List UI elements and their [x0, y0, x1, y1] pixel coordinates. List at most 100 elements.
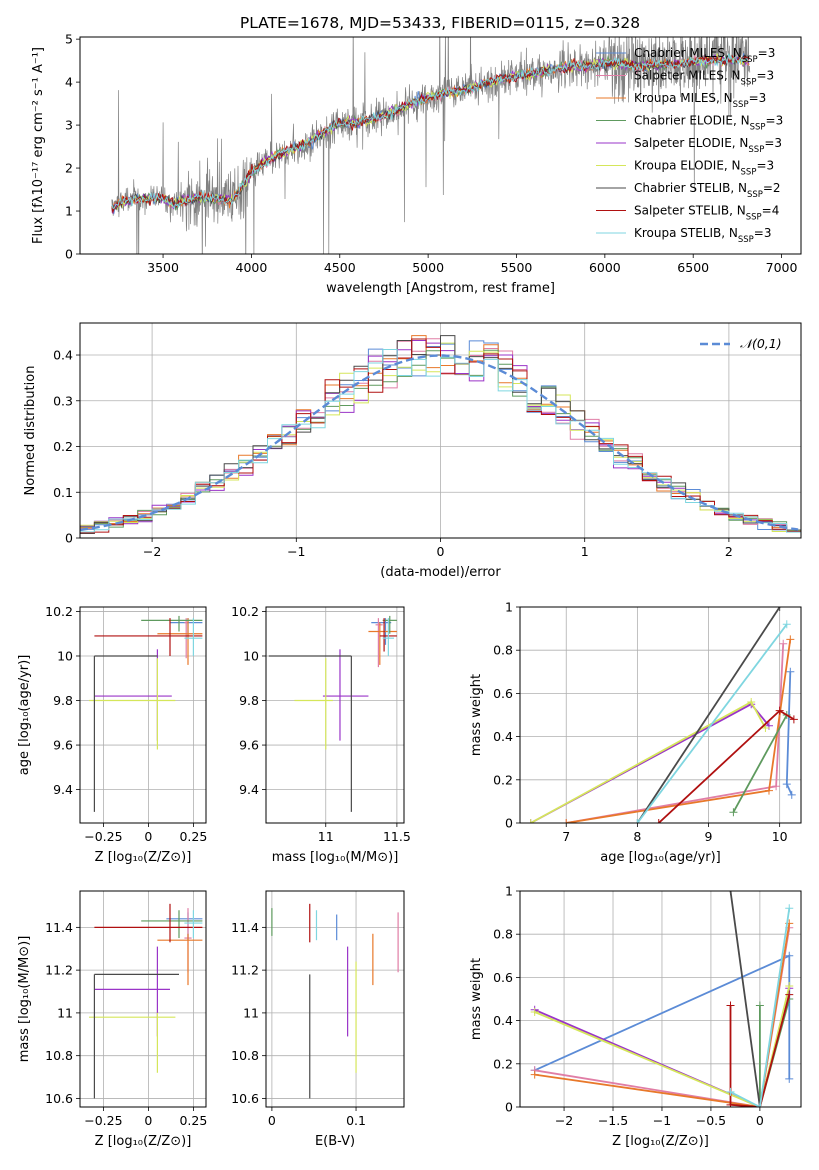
- x-axis-label: wavelength [Angstrom, rest frame]: [326, 281, 555, 296]
- y-tick-label: 10: [243, 648, 259, 663]
- y-tick-label: 1: [65, 204, 73, 219]
- plot-area: [111, 37, 751, 254]
- y-tick-label: 11.2: [231, 963, 259, 978]
- x-tick-label: 0: [437, 544, 445, 559]
- legend-entry: Chabrier STELIB, NSSP=2: [634, 181, 781, 200]
- x-tick-label: −0.5: [696, 1113, 726, 1128]
- y-tick-label: 9.4: [53, 782, 73, 797]
- weight-marker-salpeter_stelib: [785, 990, 794, 999]
- weight-marker-salpeter_miles: [772, 782, 781, 791]
- plot-area: [526, 607, 798, 823]
- weight-line-kroupa_miles: [534, 923, 791, 1107]
- plot-area: [89, 903, 203, 1099]
- x-tick-label: 1: [581, 544, 589, 559]
- y-tick-label: 0.8: [493, 643, 513, 658]
- x-tick-label: 11: [318, 829, 334, 844]
- spectrum-panel: 3500 4000 4500 5000 5500 6000 6500 7000 0 1 2 3 4 5 wa…: [31, 32, 802, 296]
- x-tick-label: −0.25: [84, 829, 122, 844]
- weight-line-chabrier_miles: [785, 671, 793, 796]
- legend-entry: Chabrier MILES, NSSP=3: [634, 46, 775, 65]
- weight-line-kroupa_stelib: [730, 908, 791, 1107]
- y-tick-label: 10.2: [45, 604, 73, 619]
- weight-marker-kroupa_miles: [764, 786, 773, 795]
- x-tick-label: −2: [143, 544, 161, 559]
- legend-entry: Salpeter ELODIE, NSSP=3: [634, 136, 782, 155]
- weight-marker-kroupa_stelib: [782, 620, 791, 629]
- model-spectrum-kroupa_stelib: [111, 53, 750, 210]
- x-axis-label: Z [log₁₀(Z/Z⊙)]: [95, 1134, 192, 1149]
- weight-marker-kroupa_elodie: [785, 982, 794, 991]
- plot-area: [80, 335, 801, 534]
- y-tick-label: 0.3: [53, 393, 73, 408]
- figure-title: PLATE=1678, MJD=53433, FIBERID=0115, z=0…: [240, 14, 640, 32]
- axes-frame: [79, 606, 207, 824]
- spectrum-legend: Chabrier MILES, NSSP=3 Salpeter MILES, NS…: [596, 46, 783, 245]
- plot-area: [530, 891, 794, 1107]
- plot-area: [268, 615, 397, 812]
- y-tick-label: 0: [65, 247, 73, 262]
- y-tick-label: 1: [505, 884, 513, 899]
- weight-marker-chabrier_miles: [785, 951, 794, 960]
- y-tick-label: 0.4: [53, 348, 73, 363]
- y-axis-label: mass weight: [469, 674, 484, 756]
- x-tick-label: 0.1: [346, 1113, 366, 1128]
- legend-entry: Chabrier ELODIE, NSSP=3: [634, 114, 783, 133]
- x-axis-label: (data-model)/error: [380, 565, 501, 580]
- weight-marker-kroupa_elodie: [530, 1007, 539, 1016]
- y-tick-label: 9.6: [53, 738, 73, 753]
- axes-frame: [79, 36, 802, 255]
- y-axis-label: mass [log₁₀(M/M⊙)]: [17, 936, 32, 1063]
- weight-marker-kroupa_elodie: [526, 819, 535, 823]
- x-tick-label: −1.5: [598, 1113, 628, 1128]
- x-tick-label: 0: [144, 1113, 152, 1128]
- x-axis-label: mass [log₁₀(M/M⊙)]: [272, 850, 399, 865]
- y-tick-label: 11.4: [45, 920, 73, 935]
- y-tick-label: 0.1: [53, 485, 73, 500]
- weight-marker-kroupa_stelib: [633, 819, 642, 823]
- model-spectrum-salpeter_stelib: [111, 54, 750, 214]
- legend-entry: Kroupa MILES, NSSP=3: [634, 91, 766, 110]
- x-tick-label: 0: [756, 1113, 764, 1128]
- y-tick-label: 1: [505, 600, 513, 615]
- weight-marker-chabrier_stelib: [726, 891, 735, 895]
- x-tick-label: 11.5: [383, 829, 411, 844]
- weight-marker-kroupa_elodie: [747, 698, 756, 707]
- weight-line-chabrier_stelib: [729, 891, 761, 1107]
- axes-frame: [519, 606, 802, 824]
- y-tick-label: 0: [505, 816, 513, 831]
- weight-marker-chabrier_miles: [786, 667, 795, 676]
- residual-histogram-panel: −2 −1 0 1 2 0 0.1 0.2 0.3 0.4 (data-model)/error No…: [23, 322, 802, 580]
- y-tick-label: 9.8: [239, 693, 259, 708]
- x-tick-label: 5500: [501, 260, 533, 275]
- weight-line-chabrier_stelib: [636, 607, 781, 823]
- y-tick-label: 0: [65, 531, 73, 546]
- mass-vs-ebv-panel: 0 0.1 10.6 10.8 11 11.2 11.4 E(B-V): [231, 890, 405, 1149]
- y-tick-label: 0.2: [53, 439, 73, 454]
- weight-line-kroupa_elodie: [534, 985, 791, 1107]
- legend-entry: Kroupa STELIB, NSSP=3: [634, 226, 772, 245]
- x-tick-label: 6500: [677, 260, 709, 275]
- x-tick-label: 7: [562, 829, 570, 844]
- weight-line-kroupa_stelib: [636, 623, 788, 823]
- weight-marker-salpeter_stelib: [726, 1100, 735, 1107]
- axes-frame: [519, 890, 802, 1108]
- y-tick-label: 3: [65, 118, 73, 133]
- weight-marker-salpeter_stelib: [726, 1001, 735, 1010]
- weight-marker-kroupa_stelib: [785, 904, 794, 913]
- weight-marker-kroupa_miles: [562, 819, 571, 823]
- x-tick-label: 3500: [147, 260, 179, 275]
- axes-frame: [265, 606, 405, 824]
- x-axis-label: Z [log₁₀(Z/Z⊙)]: [612, 1134, 709, 1149]
- histogram-chabrier_stelib: [80, 335, 801, 534]
- weight-line-chabrier_elodie: [732, 714, 788, 813]
- x-tick-label: 6000: [589, 260, 621, 275]
- x-tick-label: −0.25: [84, 1113, 122, 1128]
- age-vs-metallicity-panel: −0.25 0 0.25 9.4 9.6 9.8 10 10.2 Z [log₁₀(Z/Z⊙)]…: [17, 604, 207, 865]
- weight-vs-metallicity-panel: −2 −1.5 −1 −0.5 0 0 0.2 0.4 0.6 0.8 1 Z [log₁₀(Z/Z⊙…: [469, 884, 802, 1149]
- weight-marker-salpeter_elodie: [764, 721, 773, 730]
- legend-entry: Salpeter STELIB, NSSP=4: [634, 204, 779, 223]
- y-tick-label: 10: [57, 648, 73, 663]
- y-tick-label: 10.2: [231, 604, 259, 619]
- weight-marker-kroupa_elodie: [761, 723, 770, 732]
